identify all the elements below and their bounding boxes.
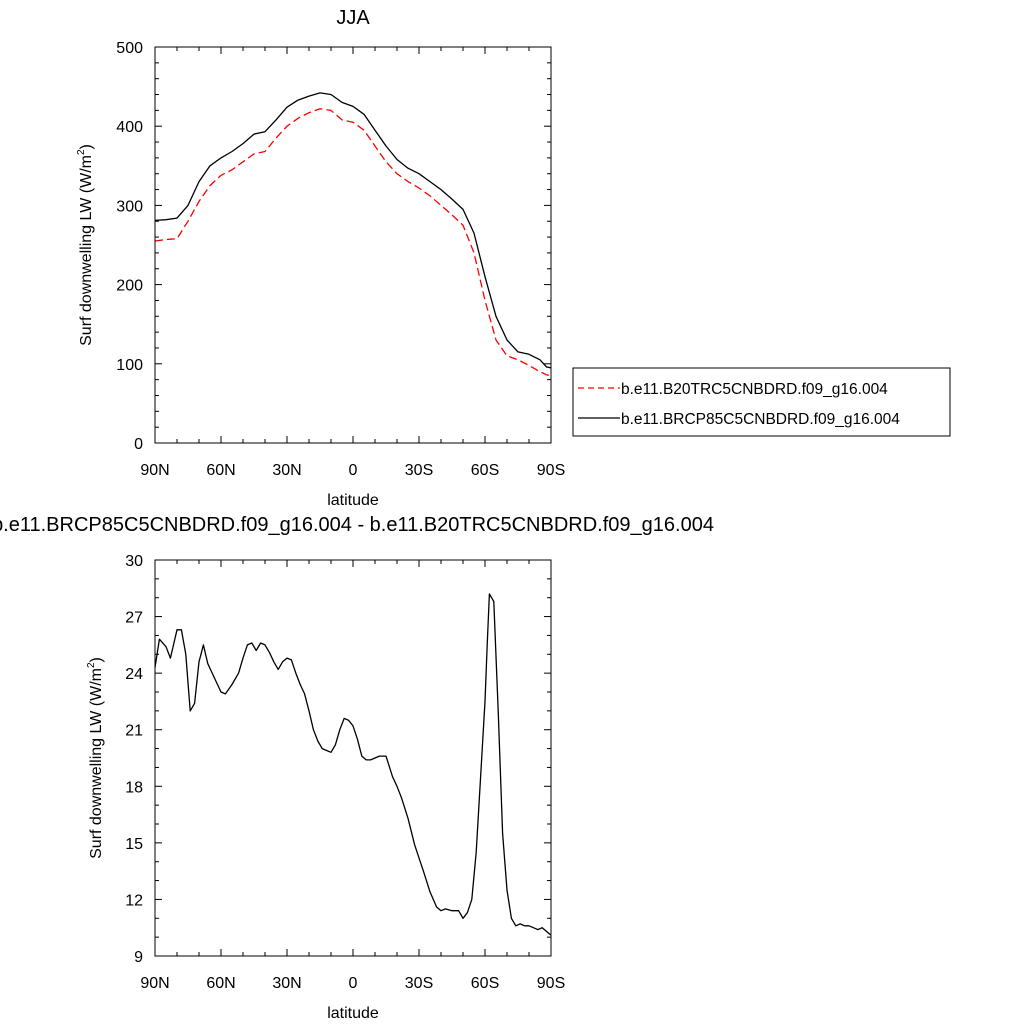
y-tick-label: 27 [125, 610, 143, 627]
y-axis-label: Surf downwelling LW (W/m2) [76, 144, 95, 346]
legend-entry-1: b.e11.B20TRC5CNBDRD.f09_g16.004 [621, 381, 888, 398]
axes-group: 90N 60N 30N 0 30S 60S 90S 9 12 15 18 21 24 27 30 [125, 553, 565, 992]
x-axis-label: latitude [327, 1005, 379, 1022]
y-axis-label: Surf downwelling LW (W/m2) [86, 657, 105, 859]
y-axis-label-sup: 2 [76, 149, 87, 155]
x-tick-label: 30N [272, 975, 301, 992]
y-tick-label: 21 [125, 723, 143, 740]
x-tick-label: 30N [272, 462, 301, 479]
bottom-chart: b.e11.BRCP85C5CNBDRD.f09_g16.004 - b.e11… [0, 514, 714, 1022]
legend-box [572, 367, 951, 437]
legend: b.e11.B20TRC5CNBDRD.f09_g16.004 b.e11.BR… [572, 367, 951, 437]
x-tick-label: 90S [537, 462, 565, 479]
series-line-1 [154, 593, 552, 936]
series-line-2 [154, 92, 552, 369]
series-group [154, 593, 552, 936]
y-tick-label: 0 [134, 436, 143, 453]
x-tick-label: 0 [349, 975, 358, 992]
x-tick-label: 60N [206, 975, 235, 992]
x-tick-label: 90N [140, 975, 169, 992]
x-tick-label: 0 [349, 462, 358, 479]
legend-entry-2: b.e11.BRCP85C5CNBDRD.f09_g16.004 [621, 411, 900, 428]
y-tick-label: 500 [116, 40, 143, 57]
y-tick-label: 12 [125, 892, 143, 909]
x-axis-label: latitude [327, 492, 379, 509]
y-tick-label: 15 [125, 836, 143, 853]
y-tick-label: 30 [125, 553, 143, 570]
x-tick-label: 90S [537, 975, 565, 992]
y-tick-label: 400 [116, 119, 143, 136]
y-tick-label: 200 [116, 278, 143, 295]
y-axis-label-tail: ) [78, 144, 95, 149]
x-tick-label: 60N [206, 462, 235, 479]
x-tick-label: 30S [405, 462, 433, 479]
y-axis-label-tail: ) [88, 657, 105, 662]
y-axis-label-sup: 2 [86, 662, 97, 668]
y-tick-label: 24 [125, 666, 143, 683]
y-tick-label: 18 [125, 779, 143, 796]
top-chart: JJA 90N 60N 30N 0 30S 60S 90S0100200300400500 … [76, 7, 951, 509]
series-line-1 [154, 108, 552, 377]
x-tick-label: 30S [405, 975, 433, 992]
series-group [154, 92, 552, 377]
chart-title: b.e11.BRCP85C5CNBDRD.f09_g16.004 - b.e11… [0, 514, 714, 536]
y-axis-label-main: Surf downwelling LW (W/m [88, 668, 105, 859]
y-axis-label-main: Surf downwelling LW (W/m [78, 155, 95, 346]
y-tick-label: 100 [116, 357, 143, 374]
x-tick-label: 60S [471, 975, 499, 992]
y-tick-label: 9 [134, 949, 143, 966]
x-tick-label: 60S [471, 462, 499, 479]
plot-frame [154, 559, 552, 957]
y-tick-label: 300 [116, 198, 143, 215]
x-tick-label: 90N [140, 462, 169, 479]
chart-title: JJA [336, 7, 370, 29]
axes-group: 90N 60N 30N 0 30S 60S 90S 0 100 200 300 400 500 [116, 40, 565, 479]
